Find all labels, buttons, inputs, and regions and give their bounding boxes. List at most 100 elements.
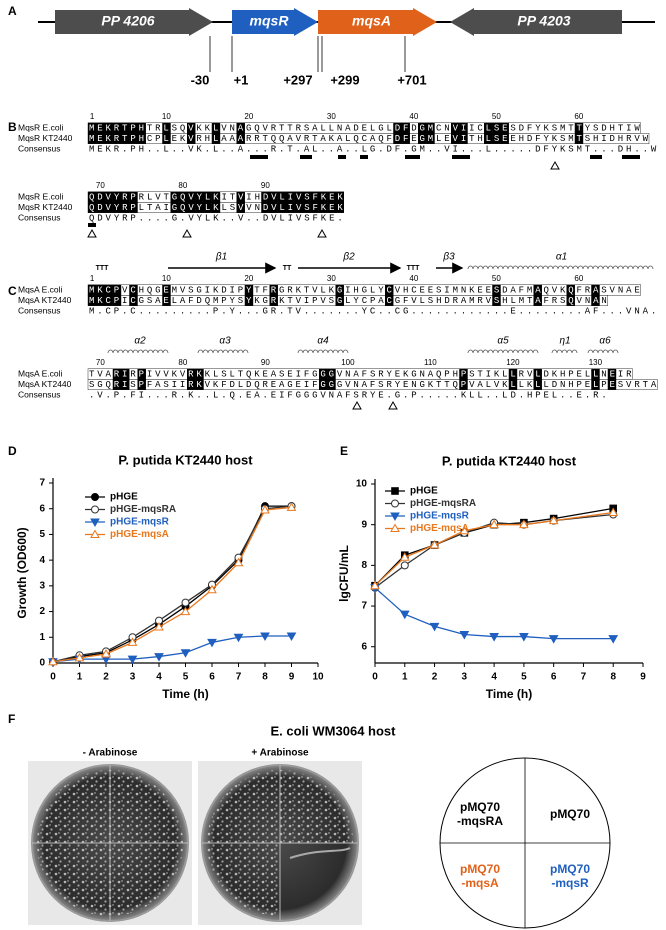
residue-number: 80 xyxy=(178,181,187,190)
structure-label: η1 xyxy=(559,336,570,347)
identity-box xyxy=(286,191,295,203)
identity-box xyxy=(500,133,509,144)
key-label: -mqsA xyxy=(461,876,499,890)
x-tick-label: 5 xyxy=(183,672,189,683)
site-triangle xyxy=(87,228,97,238)
sequence-name: Consensus xyxy=(18,212,61,222)
residue-number: 50 xyxy=(492,274,501,283)
marker xyxy=(127,637,138,646)
row-frame xyxy=(87,295,608,306)
sequence: M.CP.C.........P.Y...GR.TV.......YC..CG.… xyxy=(89,306,656,316)
marker xyxy=(260,504,270,514)
marker xyxy=(459,631,470,640)
residue-number: 110 xyxy=(424,358,437,367)
identity-box xyxy=(195,191,204,203)
identity-box xyxy=(88,284,97,296)
position-label: +1 xyxy=(234,72,249,87)
identity-box xyxy=(104,284,113,296)
identity-box xyxy=(451,133,460,144)
y-axis-label: lgCFU/mL xyxy=(337,545,351,602)
panel-letter: D xyxy=(8,444,17,458)
key-label: -mqsRA xyxy=(457,814,503,828)
identity-box xyxy=(591,295,600,306)
site-triangle xyxy=(388,400,398,410)
site-triangle xyxy=(550,160,560,170)
legend-label: pHGE xyxy=(110,492,138,503)
identity-box xyxy=(533,368,542,380)
identity-box xyxy=(187,191,196,203)
identity-box xyxy=(170,202,179,213)
helix xyxy=(467,349,539,354)
x-tick-label: 10 xyxy=(312,672,324,683)
identity-box xyxy=(112,295,122,306)
legend-label: pHGE-mqsA xyxy=(410,523,469,534)
marker xyxy=(233,633,244,643)
row-frame xyxy=(87,202,344,214)
identity-box xyxy=(418,122,427,134)
x-tick-label: 4 xyxy=(156,672,162,683)
identity-box xyxy=(187,202,196,213)
identity-box xyxy=(96,295,105,306)
identity-box xyxy=(459,368,468,380)
contact-bar xyxy=(338,155,346,159)
identity-box xyxy=(459,379,468,390)
legend-marker xyxy=(90,518,100,528)
panel-letter: E xyxy=(340,444,348,458)
identity-box xyxy=(533,379,542,390)
identity-box xyxy=(508,368,518,380)
marker xyxy=(181,598,190,607)
key-label: pMQ70 xyxy=(460,800,500,814)
identity-box xyxy=(162,284,171,296)
helix xyxy=(467,265,654,270)
marker xyxy=(400,561,409,570)
identity-box xyxy=(335,295,344,306)
residue-number: 10 xyxy=(162,112,171,121)
x-tick-label: 8 xyxy=(610,672,616,683)
y-tick-label: 8 xyxy=(361,560,367,571)
identity-box xyxy=(492,295,501,306)
residue-number: 70 xyxy=(96,181,105,190)
identity-box xyxy=(533,295,542,306)
marker xyxy=(548,515,559,525)
identity-box xyxy=(96,122,105,134)
sequence: QDVYRPRLVTGQVYLKITVIHDVLIVSFKEK xyxy=(89,192,343,202)
identity-box xyxy=(88,202,97,213)
x-tick-label: 1 xyxy=(402,672,408,683)
residue-number: 1 xyxy=(90,112,95,121)
gene-label: PP 4203 xyxy=(517,13,570,29)
identity-box xyxy=(492,284,501,296)
identity-box xyxy=(492,122,501,134)
residue-number: 30 xyxy=(327,274,336,283)
structure-label: α4 xyxy=(317,336,329,347)
identity-box xyxy=(484,133,493,144)
identity-box xyxy=(187,133,196,144)
identity-box xyxy=(195,202,204,213)
legend-label: pHGE-mqsRA xyxy=(410,498,476,509)
identity-box xyxy=(269,284,278,296)
residue-number: 30 xyxy=(327,112,336,121)
helix xyxy=(107,349,169,354)
marker xyxy=(233,557,244,567)
key-label: pMQ70 xyxy=(550,807,590,821)
identity-box xyxy=(269,295,278,306)
site-triangle xyxy=(317,228,327,238)
y-tick-label: 5 xyxy=(39,529,45,540)
identity-box xyxy=(112,379,122,390)
residue-number: 90 xyxy=(261,181,270,190)
identity-box xyxy=(269,191,278,203)
structure-label: α2 xyxy=(134,336,146,347)
structure-label: TT xyxy=(283,265,292,272)
helix xyxy=(587,349,619,354)
marker xyxy=(399,610,410,620)
gene-label: mqsR xyxy=(250,13,290,29)
identity-box xyxy=(574,133,584,144)
marker xyxy=(286,502,297,511)
row-frame xyxy=(87,133,650,145)
x-tick-label: 6 xyxy=(209,672,215,683)
identity-box xyxy=(533,284,542,296)
structure-label: α1 xyxy=(556,252,567,263)
y-tick-label: 7 xyxy=(39,478,45,489)
identity-box xyxy=(137,122,146,134)
marker xyxy=(74,652,85,662)
sequence-name: MqsA KT2440 xyxy=(18,379,72,389)
